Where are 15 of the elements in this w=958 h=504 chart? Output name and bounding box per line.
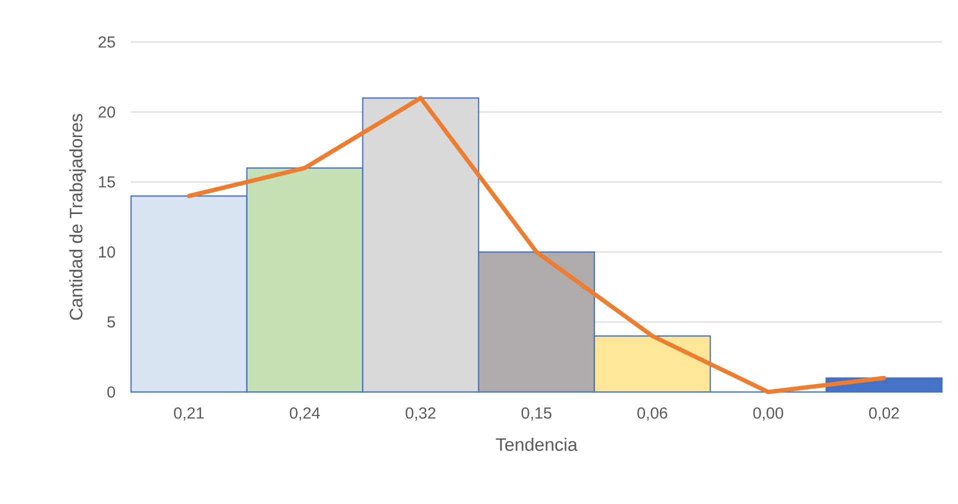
x-tick-label: 0,24 — [290, 407, 320, 421]
x-tick-label: 0,15 — [522, 407, 552, 421]
y-axis-title: Cantidad de Trabajadores — [69, 114, 86, 320]
y-tick-label: 0 — [107, 386, 116, 398]
x-tick-label: 0,21 — [174, 407, 204, 421]
y-tick-label: 15 — [99, 176, 115, 188]
x-tick-label: 0,32 — [406, 407, 436, 421]
y-tick-label: 25 — [98, 36, 115, 48]
y-tick-label: 5 — [107, 316, 115, 328]
y-tick-label: 20 — [98, 106, 116, 118]
x-tick-label: 0,02 — [869, 407, 899, 421]
x-tick-label: 0,00 — [753, 407, 784, 421]
y-tick-label: 10 — [99, 246, 116, 258]
x-tick-label: 0,06 — [637, 407, 668, 421]
x-axis-title: Tendencia — [496, 438, 578, 451]
